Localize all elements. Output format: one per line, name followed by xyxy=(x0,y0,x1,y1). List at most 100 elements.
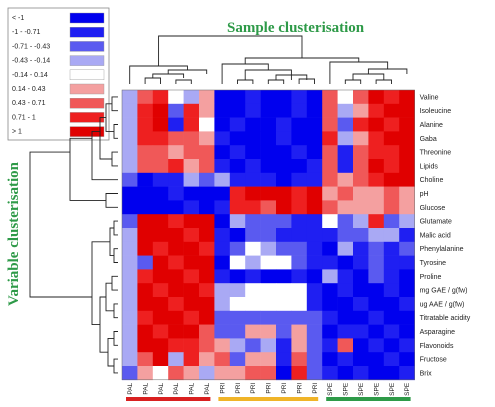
heatmap-cell xyxy=(291,172,308,187)
heatmap-cell xyxy=(152,228,169,243)
heatmap-cell xyxy=(353,269,369,284)
heatmap-cell xyxy=(383,145,400,160)
heatmap-cell xyxy=(322,283,338,298)
heatmap-cell xyxy=(214,310,231,325)
heatmap-cell xyxy=(353,352,369,367)
heatmap-cell xyxy=(122,283,138,298)
heatmap-cell xyxy=(137,324,154,339)
legend-swatch xyxy=(69,41,105,52)
heatmap-cell xyxy=(276,324,292,339)
heatmap-cell xyxy=(306,172,323,187)
heatmap-cell xyxy=(383,186,400,201)
heatmap-cell xyxy=(122,90,138,105)
heatmap-cell xyxy=(152,117,169,132)
row-label: Alanine xyxy=(420,122,443,129)
heatmap-cell xyxy=(368,103,385,118)
heatmap-cell xyxy=(368,297,385,312)
heatmap-cell xyxy=(229,214,246,229)
heatmap-cell xyxy=(276,255,292,270)
heatmap-cell xyxy=(245,324,261,339)
heatmap-cell xyxy=(199,145,215,160)
heatmap-cell xyxy=(183,352,200,367)
heatmap-cell xyxy=(276,241,292,256)
heatmap-cell xyxy=(306,297,323,312)
heatmap-cell xyxy=(353,186,369,201)
heatmap-cell xyxy=(399,131,415,146)
heatmap-cell xyxy=(183,269,200,284)
heatmap-cell xyxy=(322,172,338,187)
heatmap-cell xyxy=(399,103,415,118)
heatmap-cell xyxy=(137,297,154,312)
heatmap-cell xyxy=(276,103,292,118)
heatmap-cell xyxy=(383,297,400,312)
heatmap-cell xyxy=(122,366,138,381)
heatmap-cell xyxy=(199,324,215,339)
legend-swatch xyxy=(69,97,105,109)
heatmap-cell xyxy=(383,214,400,229)
heatmap-cell xyxy=(306,352,323,367)
heatmap-cell xyxy=(322,297,338,312)
column-label: PAL xyxy=(127,382,134,394)
heatmap-cell xyxy=(168,103,184,118)
legend-label: 0.14 - 0.43 xyxy=(12,86,46,93)
heatmap-cell xyxy=(168,172,184,187)
heatmap-cell xyxy=(214,366,231,381)
group-bars xyxy=(126,397,411,401)
heatmap-cell xyxy=(260,310,277,325)
heatmap-cell xyxy=(122,228,138,243)
heatmap-cell xyxy=(214,172,231,187)
heatmap-cell xyxy=(168,200,184,215)
heatmap-cell xyxy=(260,269,277,284)
heatmap-cell xyxy=(337,338,354,353)
column-label: SPE xyxy=(343,382,350,396)
heatmap-cell xyxy=(306,200,323,215)
heatmap-cell xyxy=(276,338,292,353)
heatmap-cell xyxy=(260,366,277,381)
heatmap-cell xyxy=(322,352,338,367)
heatmap-cell xyxy=(214,145,231,160)
heatmap-cell xyxy=(383,172,400,187)
heatmap-cell xyxy=(368,269,385,284)
heatmap-cell xyxy=(152,255,169,270)
heatmap-cell xyxy=(337,200,354,215)
heatmap-cell xyxy=(276,352,292,367)
heatmap-cell xyxy=(214,338,231,353)
heatmap-cell xyxy=(353,145,369,160)
heatmap-cell xyxy=(399,283,415,298)
heatmap-cell xyxy=(260,338,277,353)
heatmap-cell xyxy=(137,186,154,201)
heatmap-cell xyxy=(152,186,169,201)
heatmap-cell xyxy=(322,269,338,284)
row-label: Brix xyxy=(420,370,433,377)
heatmap-cell xyxy=(368,324,385,339)
heatmap-cell xyxy=(168,228,184,243)
heatmap-cell xyxy=(122,269,138,284)
heatmap-cell xyxy=(399,186,415,201)
heatmap-cell xyxy=(291,103,308,118)
heatmap-cell xyxy=(337,103,354,118)
heatmap-cell xyxy=(229,117,246,132)
heatmap-cell xyxy=(276,366,292,381)
heatmap-cell xyxy=(183,200,200,215)
heatmap-cell xyxy=(122,186,138,201)
heatmap-cell xyxy=(229,186,246,201)
heatmap-cell xyxy=(353,310,369,325)
heatmap-cell xyxy=(399,324,415,339)
heatmap-cell xyxy=(152,269,169,284)
heatmap-cell xyxy=(152,159,169,174)
heatmap-cell xyxy=(137,172,154,187)
heatmap-cell xyxy=(137,352,154,367)
heatmap-cell xyxy=(306,241,323,256)
column-label: SPE xyxy=(373,382,380,396)
heatmap-cell xyxy=(152,90,169,105)
heatmap-cell xyxy=(137,103,154,118)
heatmap-cell xyxy=(199,269,215,284)
heatmap-cell xyxy=(122,159,138,174)
heatmap-cell xyxy=(291,214,308,229)
column-label: PRI xyxy=(235,383,242,394)
row-label: Proline xyxy=(420,274,442,281)
heatmap-cell xyxy=(137,228,154,243)
heatmap-cell xyxy=(291,255,308,270)
heatmap-cell xyxy=(168,297,184,312)
